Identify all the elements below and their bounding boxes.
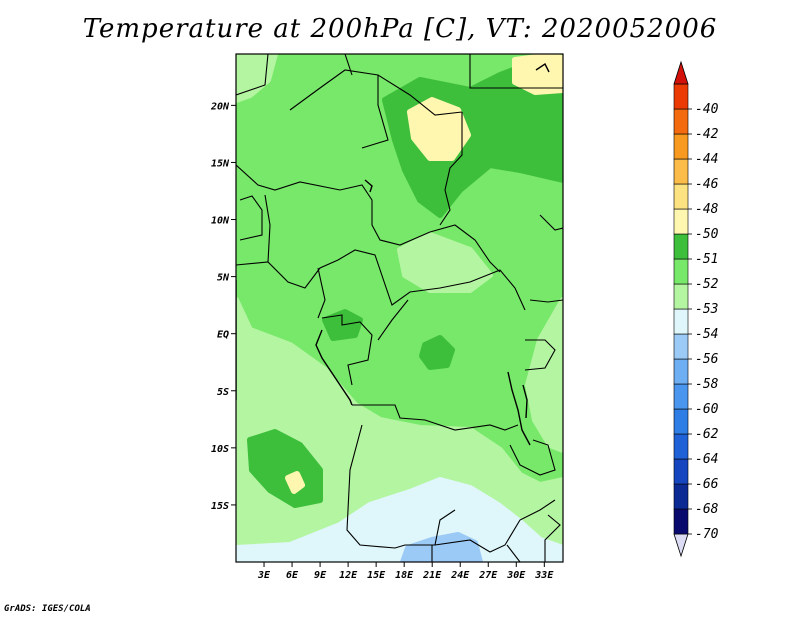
colorbar-label: -66 — [695, 477, 719, 492]
border-line — [352, 404, 519, 431]
border-line — [524, 339, 556, 371]
colorbar-label: -52 — [695, 277, 719, 292]
border-line — [539, 214, 563, 231]
coastline — [315, 329, 353, 406]
colorbar-label: -50 — [695, 227, 719, 242]
border-line — [239, 195, 263, 241]
colorbar-segment — [673, 208, 689, 235]
lat-tick-label: 10S — [211, 444, 229, 455]
lon-tick-label: 15E — [367, 570, 386, 581]
border-line — [439, 112, 463, 226]
border-line — [321, 314, 373, 386]
colorbar-label: -62 — [695, 427, 719, 442]
border-line — [236, 249, 526, 311]
lon-tick-label: 3E — [257, 570, 271, 581]
border-line — [317, 267, 326, 319]
border-line — [361, 75, 389, 149]
lon-tick-label: 30E — [506, 570, 526, 581]
country-borders — [236, 54, 563, 562]
colorbar-segment — [673, 233, 689, 260]
lat-tick-label: 15N — [211, 158, 230, 169]
colorbar-segment — [673, 158, 689, 185]
colorbar-segment — [673, 83, 689, 110]
colorbar-segment — [673, 383, 689, 410]
border-line — [509, 439, 556, 476]
field-darker-center — [419, 335, 455, 370]
colorbar-bottom-triangle — [673, 533, 689, 558]
coastline — [535, 62, 550, 73]
colorbar-segment — [673, 308, 689, 335]
colorbar-segment — [673, 333, 689, 360]
coastline — [364, 179, 373, 193]
color-legend: -70 -68 -66 -64 -62 -60 -58 -56 -54 -53 -52 -51 -50 -… — [673, 60, 719, 558]
lat-tick-label: 15S — [211, 501, 229, 512]
colorbar-label: -56 — [695, 352, 719, 367]
colorbar-label: -54 — [695, 327, 718, 342]
border-line — [236, 164, 501, 273]
map-title: Temperature at 200hPa [C], VT: 202005200… — [82, 14, 718, 44]
border-line — [544, 514, 561, 562]
lon-tick-label: 27E — [478, 570, 498, 581]
lat-tick-label: EQ — [217, 330, 229, 341]
border-line — [377, 299, 409, 341]
temperature-field — [236, 54, 563, 562]
colorbar-segment — [673, 508, 689, 535]
lat-tick-label: 10N — [211, 216, 230, 227]
colorbar-segment — [673, 133, 689, 160]
field-lighter-center — [397, 232, 493, 293]
colorbar-label: -46 — [695, 177, 719, 192]
colorbar-label: -64 — [695, 452, 718, 467]
coastline — [507, 371, 531, 446]
colorbar-segment — [673, 358, 689, 385]
lat-tick-label: 5S — [217, 387, 229, 398]
colorbar-label: -68 — [695, 502, 719, 517]
colorbar-label: -51 — [695, 252, 718, 267]
colorbar-segment — [673, 483, 689, 510]
coastline — [522, 384, 528, 419]
colorbar-label: -60 — [695, 402, 719, 417]
colorbar-segment — [673, 183, 689, 210]
lon-tick-label: 24E — [450, 570, 470, 581]
colorbar-label: -58 — [695, 377, 719, 392]
colorbar-segment — [673, 433, 689, 460]
field-cyan-south — [236, 477, 563, 562]
lon-tick-label: 12E — [339, 570, 358, 581]
colorbar-segment — [673, 258, 689, 285]
colorbar-label: -42 — [695, 127, 719, 142]
colorbar-label: -70 — [695, 527, 719, 542]
lon-tick-label: 33E — [534, 570, 554, 581]
colorbar-label: -40 — [695, 102, 719, 117]
border-line — [469, 54, 563, 89]
colorbar-segment — [673, 408, 689, 435]
grads-credit: GrADS: IGES/COLA — [4, 604, 91, 614]
colorbar-label: -44 — [695, 152, 718, 167]
field-yellow-north — [512, 54, 563, 95]
field-yellow-center — [407, 97, 471, 161]
colorbar-segment — [673, 108, 689, 135]
map-frame — [235, 53, 564, 563]
border-line — [529, 299, 563, 303]
colorbar-top-triangle — [673, 60, 689, 85]
lat-tick-label: 20N — [210, 101, 230, 112]
colorbar-segment — [673, 458, 689, 485]
longitude-axis: 3E 6E 9E 12E 15E 18E 21E 24E 27E 30E 33E — [257, 562, 554, 581]
lon-tick-label: 9E — [314, 570, 327, 581]
border-line — [264, 194, 271, 263]
lat-tick-label: 5N — [217, 273, 230, 284]
field-yellow-small — [285, 471, 305, 494]
border-line — [344, 54, 353, 76]
lon-tick-label: 21E — [422, 570, 442, 581]
border-line — [236, 54, 269, 96]
lon-tick-label: 6E — [286, 570, 299, 581]
latitude-axis: 20N 15N 10N 5N EQ 5S 10S 15S — [210, 101, 236, 512]
border-line — [506, 544, 521, 562]
border-line — [346, 424, 456, 549]
border-line — [434, 499, 556, 553]
colorbar-label: -48 — [695, 202, 719, 217]
colorbar-segment — [673, 283, 689, 310]
colorbar-label: -53 — [695, 302, 718, 317]
lon-tick-label: 18E — [395, 570, 414, 581]
